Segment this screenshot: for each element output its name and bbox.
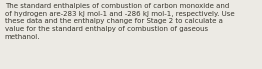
Text: The standard enthalpies of combustion of carbon monoxide and
of hydrogen are-283: The standard enthalpies of combustion of… xyxy=(5,3,234,40)
